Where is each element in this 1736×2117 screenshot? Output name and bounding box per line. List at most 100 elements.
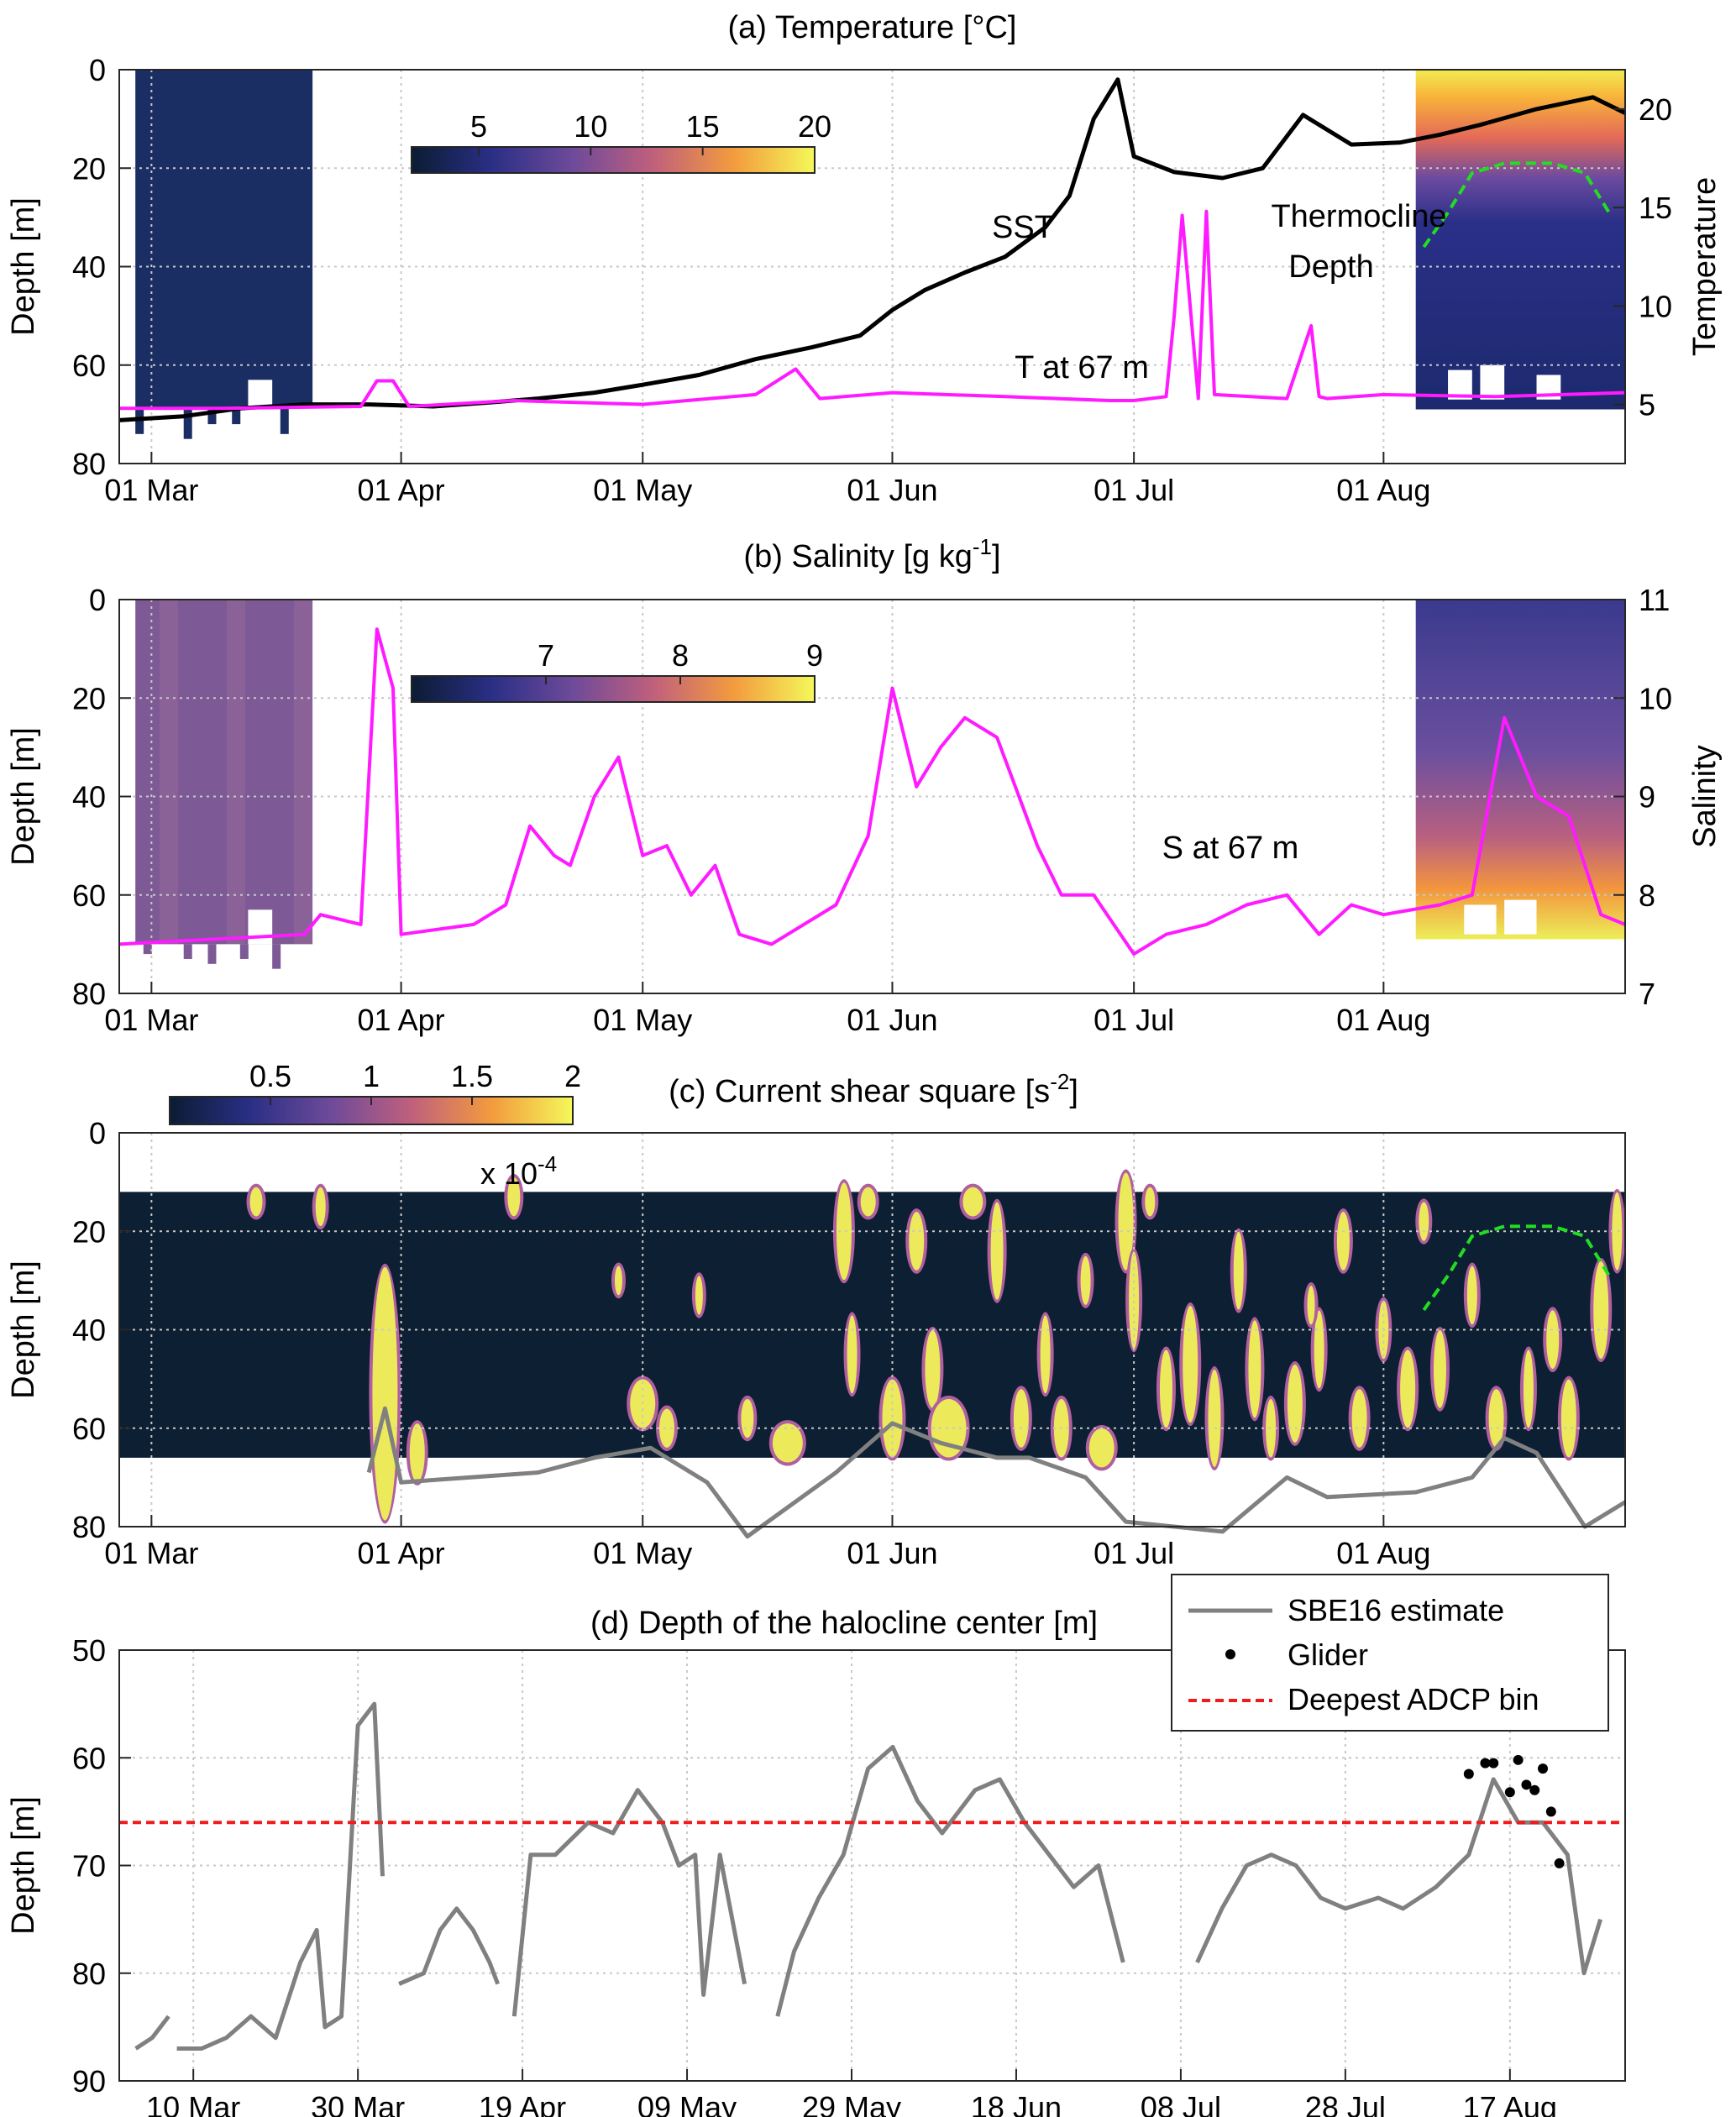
salinity-block-gap (1464, 904, 1497, 935)
y-tick-label: 40 (72, 1313, 106, 1348)
series-line-sbe16 (1195, 1777, 1602, 1976)
salinity-block-gap (248, 909, 273, 945)
x-tick-label: 30 Mar (311, 2090, 405, 2117)
x-tick-label: 01 Mar (104, 1003, 198, 1037)
annotation-depth: Depth (1288, 249, 1373, 285)
panel-b: 7 8 9 S at 67 m 0 20 40 60 80 Depth [m] 7 8 9 10 11 Sal… (6, 534, 1723, 1037)
series-line-s67 (118, 627, 1626, 956)
colorbar-multiplier: x 10-4 (480, 1151, 557, 1191)
x-tick-label: 01 Aug (1336, 1536, 1430, 1570)
shear-contour-high (1433, 1330, 1446, 1408)
series-line-sst (118, 77, 1627, 422)
shear-contour-high (249, 1187, 263, 1217)
shear-contour-high (925, 1330, 941, 1408)
y-tick-label: 0 (89, 53, 106, 87)
shear-contour-high (372, 1266, 398, 1521)
x-tick-label: 10 Mar (146, 2090, 240, 2117)
annotation-thermocline: Thermocline (1271, 199, 1446, 234)
shear-contour-high (1287, 1365, 1303, 1443)
shear-contour-high (1466, 1265, 1477, 1325)
panel-d: 50 60 70 80 90 Depth [m] 10 Mar 30 Mar 19 Apr 09 … (6, 1574, 1626, 2117)
colorbar-tick-label: 7 (538, 638, 554, 673)
y-tick-label: 80 (72, 977, 106, 1011)
shear-contour-high (1208, 1370, 1221, 1468)
title-end: ] (992, 539, 1001, 574)
x-tick-label: 01 Mar (104, 1536, 198, 1570)
panel-c: 0 20 40 60 80 Depth [m] 01 Mar 01 Apr 01 May 01 J… (6, 1059, 1627, 1570)
x-tick-label: 01 Aug (1336, 1003, 1430, 1037)
multiplier-sup: -4 (538, 1151, 557, 1176)
shear-contour-high (614, 1265, 622, 1296)
series-line-halocline (366, 1406, 1627, 1539)
x-tick-label: 01 Jul (1094, 1536, 1174, 1570)
shear-contour-high (507, 1177, 521, 1217)
y-tick-label: 40 (72, 250, 106, 285)
series-line-sbe16 (775, 1744, 1125, 2017)
legend-label: Deepest ADCP bin (1288, 1682, 1539, 1716)
annotation-s67: S at 67 m (1162, 831, 1299, 866)
shear-contour-high (962, 1187, 983, 1217)
shear-contour-high (1612, 1192, 1623, 1271)
y-tick-label: 50 (72, 1633, 106, 1668)
y-axis-label: Depth [m] (6, 1260, 41, 1399)
annotation-t67: T at 67 m (1015, 350, 1149, 385)
x-tick-label: 01 May (593, 1536, 692, 1570)
colorbar (411, 146, 816, 174)
series-line-sbe16 (511, 1788, 747, 2017)
shear-contour-high (1145, 1187, 1156, 1217)
annotation-sst: SST (992, 210, 1054, 245)
colorbar-tick-label: 20 (798, 109, 831, 144)
y2-axis-label: Salinity (1687, 745, 1723, 848)
series-line-sbe16 (176, 1701, 385, 2051)
x-tick-label: 01 Jun (847, 473, 937, 507)
colorbar-tick-label: 8 (672, 638, 689, 673)
y2-tick-label: 15 (1639, 191, 1672, 225)
x-tick-label: 01 Apr (358, 473, 445, 507)
y-tick-label: 60 (72, 878, 106, 913)
shear-contour-high (1560, 1379, 1576, 1458)
colorbar-tick-label: 0.5 (249, 1059, 291, 1093)
y-tick-label: 20 (72, 1214, 106, 1249)
colorbar-tick-label: 9 (806, 638, 823, 673)
y2-tick-label: 10 (1639, 681, 1672, 715)
title-sup: -2 (1050, 1069, 1069, 1094)
y-tick-label: 0 (89, 1116, 106, 1150)
x-tick-label: 19 Apr (479, 2090, 566, 2117)
temperature-block-edge (232, 406, 241, 425)
shear-contour-high (1400, 1349, 1416, 1428)
shear-contour-high (860, 1187, 876, 1217)
shear-contour-high (1233, 1231, 1244, 1310)
shear-contour-high (1336, 1212, 1350, 1271)
x-tick-label: 08 Jul (1141, 2090, 1221, 2117)
y2-tick-label: 5 (1639, 388, 1655, 422)
colorbar-tick-label: 2 (564, 1059, 581, 1093)
shear-contour-high (772, 1423, 803, 1463)
glider-point (1521, 1779, 1532, 1790)
colorbar (411, 675, 816, 703)
x-tick-label: 17 Aug (1463, 2090, 1557, 2117)
legend: SBE16 estimate Glider Deepest ADCP bin (1171, 1574, 1609, 1732)
y-axis-label: Depth [m] (6, 727, 41, 866)
panel-title: (a) Temperature [°C] (728, 10, 1017, 45)
x-tick-label: 01 Apr (358, 1003, 445, 1037)
shear-contour-high (836, 1182, 852, 1281)
shear-contour-high (847, 1315, 858, 1394)
shear-contour-high (1040, 1315, 1051, 1394)
shear-contour-high (659, 1408, 674, 1448)
title-sup: -1 (973, 534, 992, 559)
y2-tick-label: 10 (1639, 289, 1672, 323)
temperature-block-gap (248, 380, 273, 407)
y-tick-label: 70 (72, 1849, 106, 1884)
salinity-block-edge (143, 944, 152, 955)
glider-point (1538, 1763, 1549, 1774)
multiplier-base: x 10 (480, 1156, 538, 1191)
x-tick-label: 01 Aug (1336, 473, 1430, 507)
shear-contour-high (741, 1398, 754, 1438)
y-tick-label: 40 (72, 780, 106, 815)
colorbar-tick-label: 1.5 (451, 1059, 493, 1093)
temperature-block-edge (183, 406, 192, 439)
colorbar-tick-label: 1 (363, 1059, 380, 1093)
shear-contour-high (1523, 1349, 1534, 1428)
shear-contour-high (990, 1202, 1004, 1300)
shear-contour-high (1546, 1310, 1560, 1370)
